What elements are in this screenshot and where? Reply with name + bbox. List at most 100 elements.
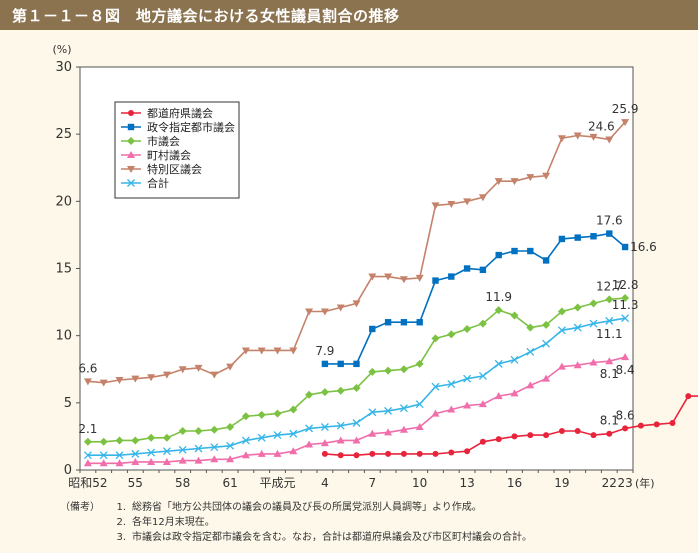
data-point	[463, 374, 472, 383]
data-point	[448, 449, 455, 456]
legend-label: 合計	[147, 176, 169, 190]
legend-label: 都道府県議会	[147, 106, 213, 120]
data-point	[147, 374, 156, 382]
data-point	[210, 443, 219, 452]
data-point	[162, 371, 171, 379]
data-point	[558, 428, 565, 435]
note-text: 総務省「地方公共団体の議会の議員及び長の所属党派別人員調等」より作成。	[132, 502, 482, 513]
legend-item: 合計	[121, 176, 169, 190]
data-point-stroke	[336, 421, 345, 430]
data-point-stroke	[147, 448, 156, 457]
data-point	[415, 400, 424, 409]
data-point	[431, 334, 440, 343]
data-point	[589, 133, 598, 141]
data-point	[178, 427, 187, 436]
data-point	[127, 179, 135, 187]
data-point	[226, 455, 235, 463]
legend-item: 特別区議会	[121, 162, 202, 176]
data-point-stroke	[384, 406, 393, 415]
data-point-stroke	[178, 445, 187, 454]
data-point	[589, 358, 598, 366]
data-point	[83, 378, 92, 386]
notes: （備考） 1. 総務省「地方公共団体の議会の議員及び長の所属党派別人員調等」より作成…	[60, 500, 532, 545]
data-point	[241, 436, 250, 445]
data-point	[478, 372, 487, 380]
data-point	[542, 339, 551, 348]
data-label: 8.4	[616, 363, 635, 377]
data-point	[431, 202, 440, 210]
data-point	[289, 447, 298, 455]
data-point	[226, 423, 235, 432]
data-point	[557, 326, 566, 335]
data-point	[131, 436, 140, 445]
figure-title: 第１－１－８図 地方議会における女性議員割合の推移	[12, 7, 400, 25]
data-point	[336, 386, 345, 395]
data-point	[573, 132, 582, 140]
data-point	[494, 359, 503, 368]
data-point	[557, 307, 566, 316]
data-point	[320, 388, 329, 397]
y-tick-label: 5	[64, 396, 72, 411]
data-point	[131, 449, 140, 458]
data-point	[589, 299, 598, 308]
note-text: 市議会は政令指定都市議会を含む。なお，合計は都道府県議会及び市区町村議会の合計。	[132, 532, 532, 543]
data-point-stroke	[526, 347, 535, 356]
data-point	[83, 437, 92, 446]
data-point	[273, 431, 282, 440]
data-point	[368, 408, 377, 417]
data-point	[127, 137, 135, 145]
data-point	[369, 450, 376, 457]
data-point	[605, 295, 614, 304]
data-point	[478, 194, 487, 202]
y-tick-label: 20	[55, 194, 72, 209]
data-point	[574, 428, 581, 435]
x-tick-label: 58	[175, 476, 190, 490]
data-point	[416, 450, 423, 457]
data-point	[147, 457, 156, 465]
data-point	[353, 360, 360, 368]
data-point	[637, 422, 644, 429]
data-point	[305, 424, 314, 433]
data-point	[83, 459, 92, 467]
data-point-stroke	[510, 355, 519, 364]
data-point	[210, 425, 219, 434]
data-point-stroke	[194, 444, 203, 453]
data-point	[194, 427, 203, 436]
data-point	[210, 455, 219, 463]
data-point	[478, 319, 487, 328]
x-tick-label: 7	[368, 476, 376, 490]
data-point	[336, 421, 345, 430]
data-point-stroke	[589, 319, 598, 328]
data-point	[257, 449, 266, 457]
data-point	[368, 367, 377, 376]
data-point-stroke	[131, 449, 140, 458]
data-point-stroke	[368, 408, 377, 417]
data-point	[416, 319, 423, 326]
data-point	[478, 400, 487, 408]
data-point	[194, 456, 203, 464]
data-label: 11.3	[612, 298, 639, 312]
data-point	[241, 412, 250, 421]
data-point	[573, 361, 582, 369]
data-point	[128, 110, 134, 116]
data-point	[178, 456, 187, 464]
y-tick-label: 0	[64, 463, 72, 478]
data-point	[526, 381, 535, 389]
data-point	[447, 330, 456, 339]
data-label: 6.6	[78, 361, 97, 375]
data-point	[305, 390, 314, 399]
data-point-stroke	[83, 451, 92, 460]
data-point	[463, 324, 472, 333]
data-label: 17.6	[596, 214, 623, 228]
data-point	[210, 371, 219, 379]
data-label: 8.1	[600, 414, 619, 428]
data-point	[463, 198, 472, 206]
data-point	[574, 234, 581, 241]
data-label: 12.8	[612, 278, 639, 292]
series-5	[83, 314, 630, 460]
data-point-stroke	[605, 316, 614, 325]
data-point	[178, 445, 187, 454]
data-point	[495, 251, 502, 259]
data-point	[479, 266, 487, 274]
data-label: 7.9	[315, 344, 334, 358]
